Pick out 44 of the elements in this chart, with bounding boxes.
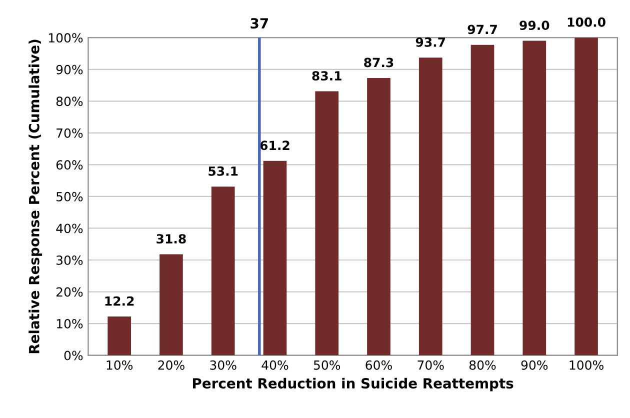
x-tick-label: 60% <box>366 360 392 370</box>
x-tick-label: 10% <box>106 360 133 370</box>
y-tick-label: 100% <box>48 33 83 43</box>
y-tick-label: 90% <box>56 64 83 74</box>
data-label: 53.1 <box>208 166 238 176</box>
x-tick-label: 40% <box>262 360 288 370</box>
y-tick-label: 80% <box>56 96 83 106</box>
x-tick-label: 50% <box>314 360 340 370</box>
bar <box>367 78 390 356</box>
y-tick-label: 50% <box>56 192 83 202</box>
bar <box>263 160 287 356</box>
x-tick-label: 70% <box>418 360 444 370</box>
bar <box>211 186 235 356</box>
bar <box>522 40 546 356</box>
bar <box>108 316 132 356</box>
data-label: 100.0 <box>568 17 606 27</box>
y-tick-label: 10% <box>56 319 83 328</box>
y-tick-label: 30% <box>56 255 83 265</box>
y-tick-label: 70% <box>56 128 83 138</box>
x-tick-label: 30% <box>210 360 236 370</box>
data-label: 93.7 <box>416 37 446 47</box>
data-label: 83.1 <box>312 71 342 81</box>
x-tick-label: 20% <box>158 360 184 370</box>
bar <box>315 91 339 356</box>
ref-line-label: 37 <box>250 18 268 29</box>
data-label: 99.0 <box>520 20 550 30</box>
bar <box>470 44 494 356</box>
y-tick-label: 0% <box>64 350 83 360</box>
x-axis-title: Percent Reduction in Suicide Reattempts <box>193 378 514 392</box>
y-tick-label: 60% <box>56 160 83 170</box>
x-tick-label: 80% <box>469 360 496 370</box>
data-label: 97.7 <box>468 24 497 34</box>
x-tick-label: 90% <box>521 360 548 370</box>
data-label: 12.2 <box>105 296 134 306</box>
bar <box>418 58 442 356</box>
y-tick-label: 20% <box>56 287 83 297</box>
y-tick-label: 40% <box>56 224 83 234</box>
data-label: 87.3 <box>364 58 394 68</box>
y-axis-title: Relative Response Percent (Cumulative) <box>28 40 42 354</box>
bar <box>160 254 183 356</box>
data-label: 31.8 <box>156 234 186 244</box>
data-label: 61.2 <box>260 140 290 150</box>
x-tick-label: 100% <box>570 360 604 370</box>
bar <box>574 38 598 356</box>
